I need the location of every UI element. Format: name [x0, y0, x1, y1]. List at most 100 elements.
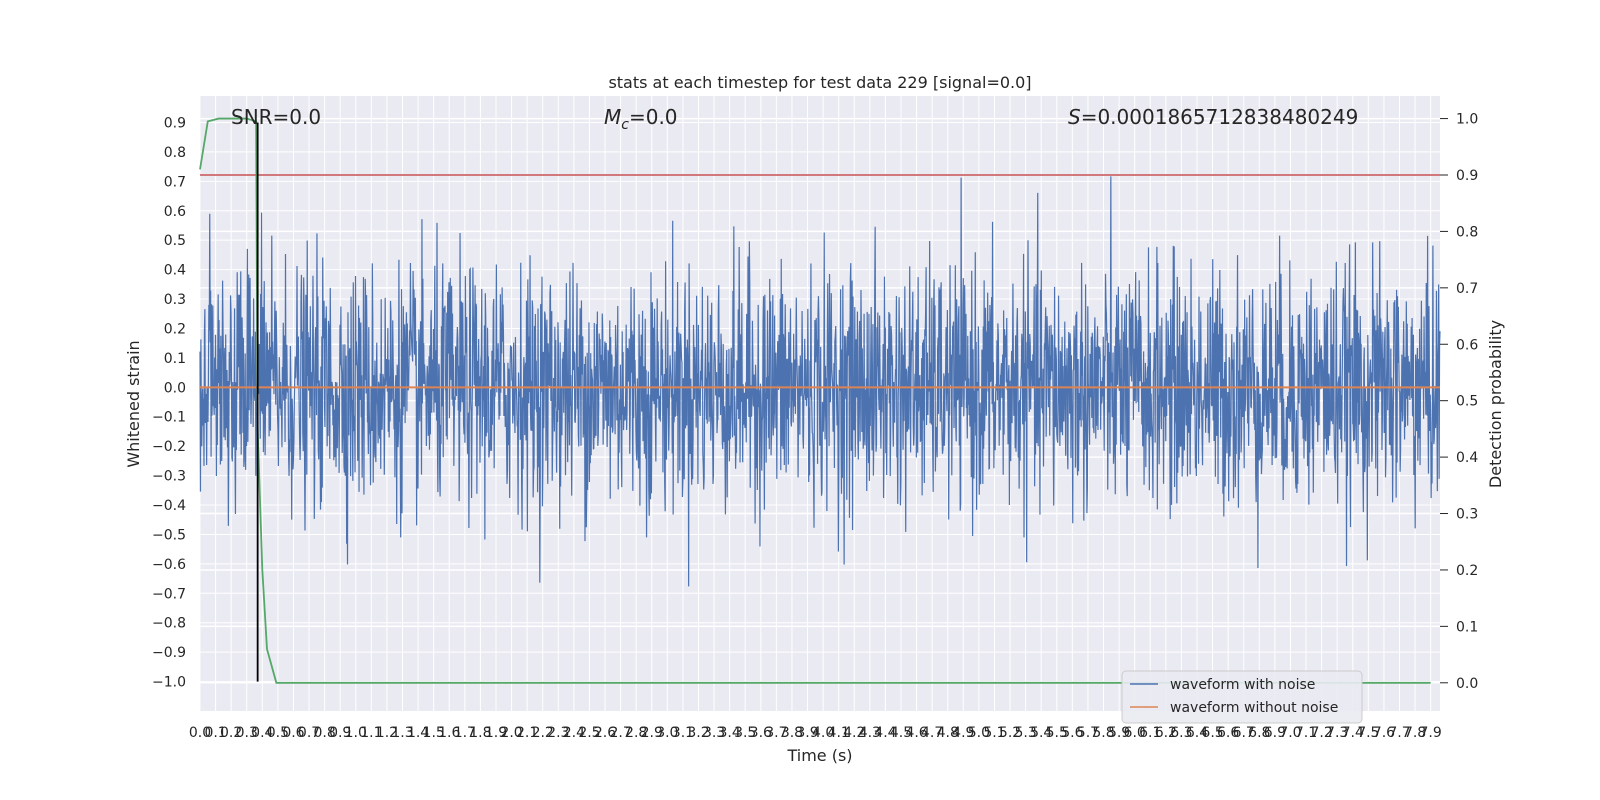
y-tick-label: −0.3 [152, 469, 186, 485]
x-tick-label: 6.3 [1170, 725, 1192, 741]
mc-value: =0.0 [629, 105, 678, 129]
x-axis-label: Time (s) [786, 746, 852, 765]
y2-tick-label: 0.1 [1456, 619, 1478, 635]
x-tick-label: 4.2 [843, 725, 865, 741]
x-tick-label: 4.9 [952, 725, 974, 741]
y-tick-label: −0.5 [152, 527, 186, 543]
x-tick-label: 0.5 [267, 725, 289, 741]
x-tick-label: 0.7 [298, 725, 320, 741]
legend-label-noise: waveform with noise [1170, 677, 1315, 693]
x-tick-label: 0.1 [204, 725, 226, 741]
y-tick-label: 0.4 [164, 263, 186, 279]
y-tick-label: 0.3 [164, 292, 186, 308]
x-tick-label: 5.1 [983, 725, 1005, 741]
y2-axis-label: Detection probability [1486, 320, 1505, 488]
x-tick-label: 1.6 [438, 725, 460, 741]
y2-tick-label: 0.4 [1456, 450, 1478, 466]
x-tick-label: 0.3 [236, 725, 258, 741]
x-tick-label: 0.4 [251, 725, 273, 741]
y2-tick-label: 0.2 [1456, 563, 1478, 579]
x-tick-label: 2.8 [625, 725, 647, 741]
x-tick-label: 1.0 [345, 725, 367, 741]
y-axis-label: Whitened strain [124, 340, 143, 467]
x-tick-label: 4.3 [859, 725, 881, 741]
legend-box [1121, 670, 1363, 724]
x-tick-label: 1.1 [360, 725, 382, 741]
y-tick-label: 0.1 [164, 351, 186, 367]
x-tick-label: 4.8 [937, 725, 959, 741]
x-tick-label: 3.3 [703, 725, 725, 741]
y-tick-label: −0.9 [152, 645, 186, 661]
x-tick-label: 2.1 [516, 725, 538, 741]
x-tick-label: 1.8 [469, 725, 491, 741]
x-tick-label: 5.0 [968, 725, 990, 741]
mc-subscript: c [621, 117, 629, 133]
y-tick-label: −0.4 [152, 498, 186, 514]
x-tick-label: 1.2 [376, 725, 398, 741]
x-tick-label: 1.7 [454, 725, 476, 741]
y-tick-labels: 0.9 0.8 0.7 0.6 0.5 0.4 0.3 0.2 0.1 0.0 −0.1 −0.2 −0… [152, 115, 186, 690]
x-tick-label: 7.6 [1373, 725, 1395, 741]
overlay-lines [199, 117, 1440, 684]
x-tick-label: 2.4 [563, 725, 585, 741]
x-tick-label: 1.3 [391, 725, 413, 741]
x-tick-label: 4.4 [874, 725, 896, 741]
y-tick-label: 0.9 [164, 115, 186, 131]
x-tick-label: 2.3 [547, 725, 569, 741]
x-tick-label: 4.5 [890, 725, 912, 741]
y2-tick-label: 0.0 [1456, 676, 1478, 692]
x-tick-label: 0.2 [220, 725, 242, 741]
x-tick-label: 1.5 [423, 725, 445, 741]
x-tick-label: 6.2 [1155, 725, 1177, 741]
x-tick-label: 1.4 [407, 725, 429, 741]
x-tick-label: 7.0 [1279, 725, 1301, 741]
snr-annotation: SNR=0.0 [231, 105, 321, 129]
waveform-noise-line [199, 176, 1441, 587]
x-tick-label: 0.9 [329, 725, 351, 741]
x-tick-labels: 0.00.10.20.30.40.50.60.70.80.91.01.11.21… [189, 725, 1442, 741]
x-tick-label: 5.4 [1030, 725, 1052, 741]
y2-tick-label: 0.5 [1456, 394, 1478, 410]
x-tick-label: 5.6 [1061, 725, 1083, 741]
x-tick-label: 7.5 [1357, 725, 1379, 741]
x-tick-label: 2.7 [609, 725, 631, 741]
y-tick-label: −0.6 [152, 557, 186, 573]
x-tick-label: 3.0 [656, 725, 678, 741]
x-tick-label: 2.9 [641, 725, 663, 741]
y-tick-label: −0.1 [152, 410, 186, 426]
x-tick-label: 6.8 [1248, 725, 1270, 741]
s-value: =0.0001865712838480249 [1081, 105, 1359, 129]
y-tick-label: −0.7 [152, 586, 186, 602]
x-tick-label: 3.5 [734, 725, 756, 741]
y-tick-label: 0.5 [164, 233, 186, 249]
x-tick-label: 7.1 [1295, 725, 1317, 741]
x-tick-label: 5.7 [1077, 725, 1099, 741]
x-tick-label: 3.8 [781, 725, 803, 741]
x-tick-label: 6.0 [1124, 725, 1146, 741]
x-tick-label: 0.6 [282, 725, 304, 741]
y-tick-label: 0.8 [164, 145, 186, 161]
legend-label-clean: waveform without noise [1170, 700, 1338, 716]
legend: waveform with noise waveform without noi… [1121, 670, 1363, 724]
x-tick-label: 7.8 [1404, 725, 1426, 741]
x-tick-label: 3.6 [750, 725, 772, 741]
x-tick-label: 6.7 [1233, 725, 1255, 741]
x-tick-label: 5.3 [1014, 725, 1036, 741]
y2-tick-label: 0.9 [1456, 168, 1478, 184]
x-tick-label: 6.9 [1264, 725, 1286, 741]
s-symbol: S [1068, 105, 1081, 129]
y-tick-label: 0.0 [164, 380, 186, 396]
x-tick-label: 7.2 [1310, 725, 1332, 741]
x-tick-label: 6.1 [1139, 725, 1161, 741]
y-tick-label: −0.8 [152, 616, 186, 632]
x-tick-label: 5.2 [999, 725, 1021, 741]
x-tick-label: 5.8 [1092, 725, 1114, 741]
y2-tick-label: 1.0 [1456, 112, 1478, 128]
y-tick-label: 0.7 [164, 174, 186, 190]
x-tick-label: 4.7 [921, 725, 943, 741]
x-tick-label: 4.0 [812, 725, 834, 741]
x-tick-label: 3.2 [687, 725, 709, 741]
mc-symbol: M [604, 105, 621, 129]
y-tick-label: 0.6 [164, 204, 186, 220]
y-tick-label: −1.0 [152, 675, 186, 691]
